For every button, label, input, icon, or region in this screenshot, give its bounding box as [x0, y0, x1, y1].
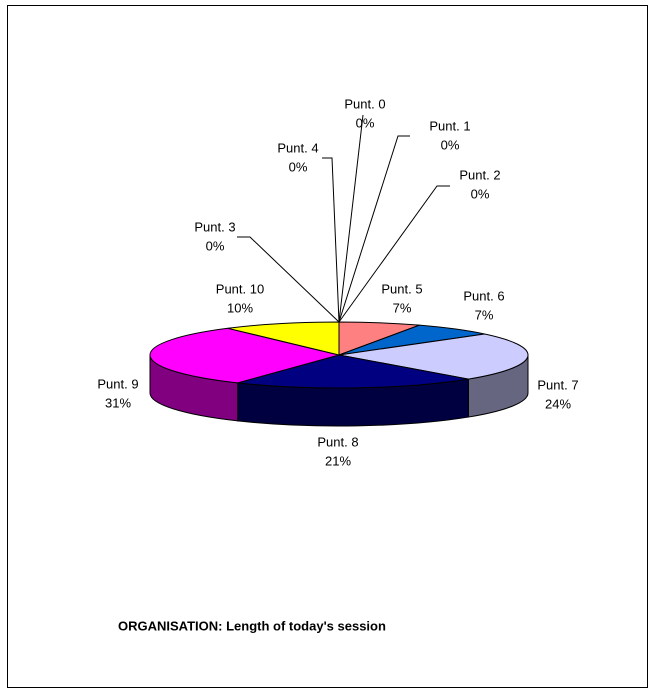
- slice-value-label: 7%: [475, 307, 494, 322]
- slice-value-label: 0%: [356, 115, 375, 130]
- slice-label: Punt. 1: [429, 118, 470, 133]
- slice-label: Punt. 9: [97, 376, 138, 391]
- slice-label: Punt. 5: [381, 281, 422, 296]
- chart-title: ORGANISATION: Length of today's session: [118, 618, 386, 633]
- slice-label: Punt. 3: [194, 219, 235, 234]
- slice-value-label: 10%: [227, 300, 253, 315]
- slice: [237, 354, 469, 389]
- leader-line: [338, 185, 450, 323]
- slice-value-label: 31%: [105, 395, 131, 410]
- slice-label: Punt. 7: [537, 377, 578, 392]
- leader-line: [322, 157, 340, 323]
- leader-line: [338, 114, 364, 323]
- slice-value-label: 0%: [441, 137, 460, 152]
- slice-label: Punt. 4: [277, 140, 318, 155]
- slice-value-label: 7%: [393, 300, 412, 315]
- leader-line: [338, 135, 410, 323]
- slice-value-label: 0%: [206, 238, 225, 253]
- slice-label: Punt. 10: [216, 281, 264, 296]
- slice: [338, 333, 529, 380]
- slice-label: Punt. 0: [344, 96, 385, 111]
- slice-value-label: 24%: [545, 396, 571, 411]
- slice: [227, 321, 340, 356]
- slice-label: Punt. 2: [459, 167, 500, 182]
- slice-value-label: 0%: [471, 186, 490, 201]
- leader-line: [237, 236, 340, 323]
- slice: [149, 327, 340, 384]
- slice-label: Punt. 6: [463, 288, 504, 303]
- slice-label: Punt. 8: [317, 434, 358, 449]
- slice-value-label: 21%: [325, 453, 351, 468]
- slice-value-label: 0%: [289, 159, 308, 174]
